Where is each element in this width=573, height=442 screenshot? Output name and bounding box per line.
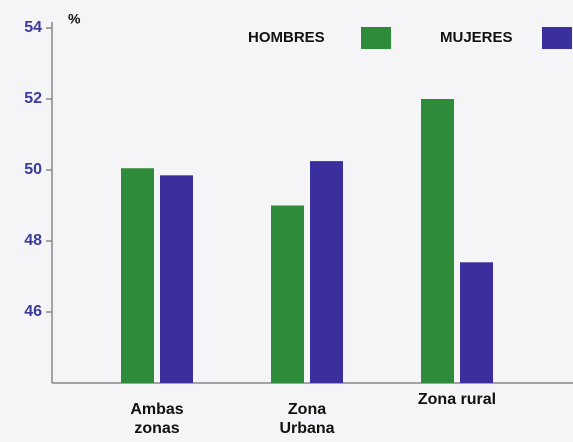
legend-swatch [361, 27, 391, 49]
bar [121, 168, 154, 383]
y-tick-label: 46 [24, 303, 42, 320]
legend-label: MUJERES [440, 29, 513, 46]
bar [160, 175, 193, 383]
x-tick-label: Ambas zonas [130, 401, 184, 437]
bar [421, 99, 454, 383]
bar [271, 205, 304, 383]
bar [460, 262, 493, 383]
x-tick-label: Zona rural [417, 391, 497, 408]
bar [310, 161, 343, 383]
y-axis-label: % [68, 11, 81, 27]
y-tick-label: 48 [24, 232, 42, 249]
x-tick-label: Zona Urbana [279, 401, 335, 437]
y-tick-label: 54 [24, 19, 42, 36]
y-tick-label: 52 [24, 90, 42, 107]
y-tick-label: 50 [24, 161, 42, 178]
legend-swatch [542, 27, 572, 49]
legend-label: HOMBRES [248, 29, 325, 46]
